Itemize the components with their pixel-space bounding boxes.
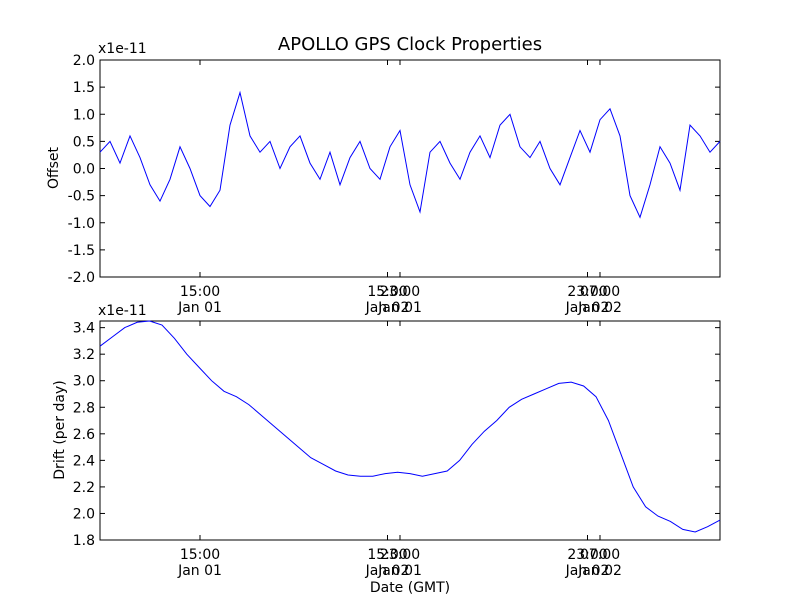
drift-y-ticks: 1.8 2.0 2.2 2.4 2.6 2.8 3.0 3.2 3.4 [73,321,720,549]
offset-ytick-label: 0.0 [73,162,95,178]
offset-xtick-label-time: 15:00 [367,284,407,300]
drift-ytick-label: 3.0 [73,374,95,390]
drift-ylabel: Drift (per day) [52,380,68,479]
offset-ytick-label: 1.0 [73,107,95,123]
offset-xtick-label-date: Jan 02 [565,300,610,316]
drift-ytick-label: 3.2 [73,347,95,363]
offset-ytick-label: 2.0 [73,53,95,69]
offset-ytick-label: 1.5 [73,80,95,96]
drift-series-line [99,320,721,533]
drift-panel: x1e-11 Drift (per day) 1.8 2.0 2.2 2.4 2.6 2.… [52,303,721,596]
drift-xtick-label-date: Jan 02 [565,563,610,579]
offset-xtick-label-time: 23:00 [567,284,607,300]
offset-xtick-label-date: Jan 01 [377,300,422,316]
offset-xtick-label-date: Jan 02 [577,300,622,316]
drift-ytick-label: 2.6 [73,427,95,443]
drift-ytick-label: 3.4 [73,321,95,337]
offset-scale-label: x1e-11 [98,41,147,57]
offset-ytick-label: -2.0 [68,270,95,286]
drift-ytick-label: 1.8 [73,533,95,549]
drift-xtick-label-date: Jan 01 [177,563,222,579]
drift-ytick-label: 2.0 [73,506,95,522]
offset-ytick-label: -0.5 [68,189,95,205]
offset-xtick-label-time: 07:00 [580,284,620,300]
drift-xlabel: Date (GMT) [370,580,450,596]
drift-xtick-label-date: Jan 02 [365,563,410,579]
drift-xtick-label-time: 23:00 [380,547,420,563]
drift-plot-frame [99,320,721,541]
drift-xtick-label-time: 15:00 [180,547,220,563]
drift-xtick-label-time: 07:00 [580,547,620,563]
drift-scale-label: x1e-11 [98,303,147,319]
offset-series-line [99,90,721,219]
drift-ytick-label: 2.8 [73,400,95,416]
figure-title: APOLLO GPS Clock Properties [278,34,542,55]
offset-ytick-label: 0.5 [73,134,95,150]
offset-plot-frame [99,59,721,278]
offset-xtick-label-time: 23:00 [380,284,420,300]
offset-ytick-label: -1.5 [68,243,95,259]
drift-ytick-label: 2.4 [73,453,95,469]
offset-xtick-label-date: Jan 01 [177,300,222,316]
offset-panel: x1e-11 Offset -2.0 -1.5 -1.0 -0.5 0.0 0.5 1.0 1… [46,41,721,316]
offset-ytick-label: -1.0 [68,216,95,232]
drift-ytick-label: 2.2 [73,480,95,496]
drift-xtick-label-time: 23:00 [567,547,607,563]
offset-ylabel: Offset [46,146,62,189]
offset-xtick-label-date: Jan 02 [365,300,410,316]
offset-xtick-label-time: 15:00 [180,284,220,300]
drift-xtick-label-date: Jan 02 [577,563,622,579]
offset-y-ticks: -2.0 -1.5 -1.0 -0.5 0.0 0.5 1.0 1.5 2.0 [68,53,720,286]
drift-xtick-label-time: 15:00 [367,547,407,563]
drift-xtick-label-date: Jan 01 [377,563,422,579]
